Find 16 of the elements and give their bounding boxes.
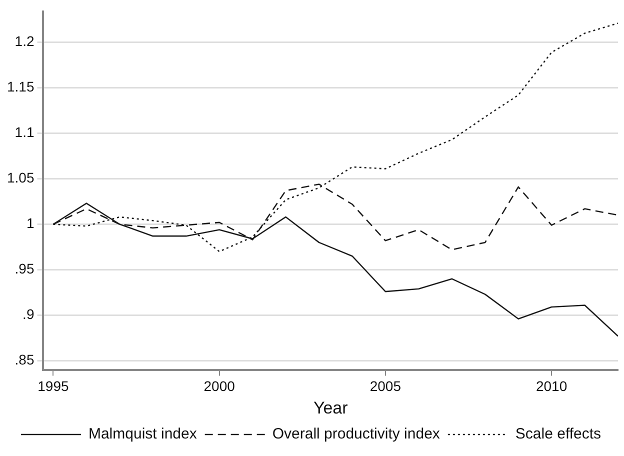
- x-axis-title: Year: [313, 398, 348, 418]
- y-tick-label: 1.05: [7, 170, 34, 186]
- y-tick-label: .9: [22, 306, 34, 322]
- legend-label: Overall productivity index: [272, 426, 440, 443]
- x-tick-label: 2010: [536, 378, 568, 394]
- y-tick-label: 1.15: [7, 78, 34, 95]
- y-tick-label: .85: [14, 352, 34, 368]
- x-tick-label: 2000: [204, 378, 236, 394]
- y-tick-label: 1: [26, 215, 34, 232]
- x-tick-label: 2005: [370, 378, 402, 394]
- legend-label: Scale effects: [515, 426, 602, 443]
- x-tick-label: 1995: [38, 378, 69, 394]
- y-tick-label: 1.2: [14, 33, 34, 50]
- y-tick-label: 1.1: [14, 124, 34, 140]
- legend-label: Malmquist index: [88, 426, 198, 443]
- y-tick-label: .95: [14, 260, 34, 277]
